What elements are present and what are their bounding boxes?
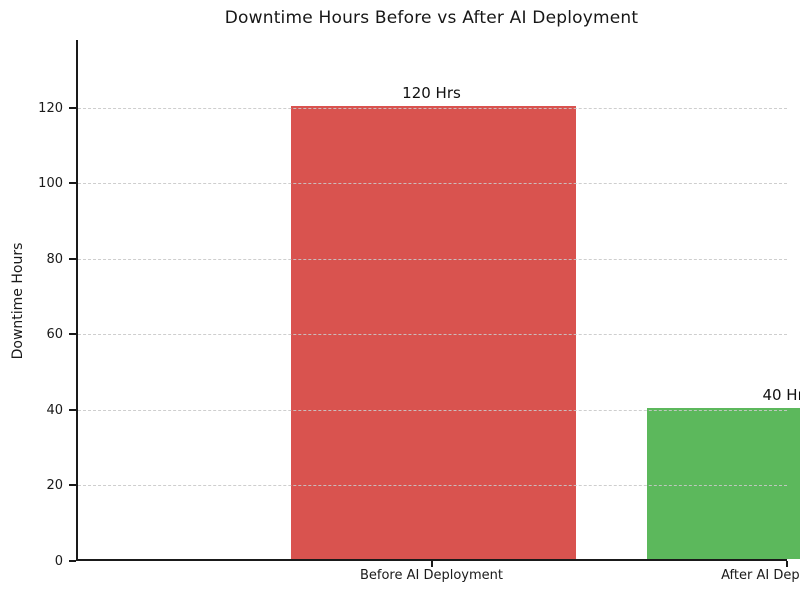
y-tick-label: 120: [38, 100, 63, 116]
bar-value-label: 120 Hrs: [402, 83, 461, 102]
y-tick-mark: [69, 257, 76, 260]
x-tick-label: After AI Deployment: [721, 568, 800, 583]
y-tick-mark: [69, 560, 76, 562]
gridline: [78, 334, 787, 336]
y-tick-mark: [69, 484, 76, 487]
gridline: [78, 183, 787, 185]
gridline: [78, 485, 787, 487]
y-tick-mark: [69, 106, 76, 109]
y-tick-mark: [69, 408, 76, 411]
gridline: [78, 409, 787, 411]
bar: [646, 408, 800, 559]
y-tick-label: 20: [46, 478, 63, 494]
x-tick-mark: [430, 561, 433, 567]
plot-area: [76, 40, 800, 561]
y-tick-label: 100: [38, 176, 63, 192]
x-tick-label: Before AI Deployment: [359, 568, 503, 583]
y-tick-label: 0: [54, 554, 63, 569]
y-tick-label: 40: [46, 402, 63, 418]
chart-title: Downtime Hours Before vs After AI Deploy…: [224, 8, 639, 28]
x-tick-mark: [786, 561, 788, 567]
bar-value-label: 40 Hrs: [762, 385, 800, 404]
y-tick-mark: [69, 182, 76, 185]
gridline: [78, 107, 787, 109]
y-tick-mark: [69, 333, 76, 336]
y-tick-label: 80: [46, 251, 63, 267]
y-tick-label: 60: [46, 327, 63, 343]
bar: [291, 105, 576, 559]
gridline: [78, 258, 787, 260]
